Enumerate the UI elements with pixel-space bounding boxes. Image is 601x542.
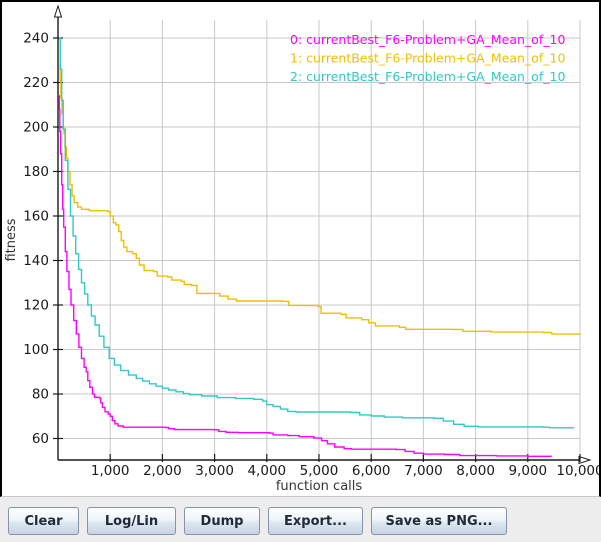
x-tick-label: 1,000 xyxy=(91,463,130,479)
x-tick-label: 8,000 xyxy=(456,463,495,479)
x-tick-label: 5,000 xyxy=(300,463,339,479)
fitness-chart: 60 80 100 120 140 160 180 200 220 240 1,000 2,000 3,… xyxy=(4,4,599,494)
y-tick-label: 80 xyxy=(32,387,49,403)
x-tick-label: 7,000 xyxy=(404,463,443,479)
series-2-line xyxy=(59,37,575,429)
legend-item-0: 0: currentBest_F6-Problem+GA_Mean_of_10 xyxy=(290,32,565,47)
y-axis-title: fitness xyxy=(4,218,19,261)
y-tick-label: 200 xyxy=(23,120,49,136)
x-tick-label: 10,000 xyxy=(556,463,599,479)
x-tick-label: 9,000 xyxy=(508,463,547,479)
x-tick-label: 2,000 xyxy=(143,463,182,479)
x-axis-title: function calls xyxy=(276,479,363,494)
export-button[interactable]: Export... xyxy=(268,507,363,535)
y-tick-label: 240 xyxy=(23,31,49,47)
y-tick-label: 60 xyxy=(32,431,49,447)
chart-panel: 60 80 100 120 140 160 180 200 220 240 1,000 2,000 3,… xyxy=(0,0,601,497)
x-axis-arrow-icon xyxy=(578,455,592,465)
y-tick-label: 100 xyxy=(23,342,49,358)
y-tick-label: 160 xyxy=(23,209,49,225)
y-tick-label: 220 xyxy=(23,75,49,91)
y-tick-label: 140 xyxy=(23,253,49,269)
dump-button[interactable]: Dump xyxy=(184,507,260,535)
y-tick-label: 180 xyxy=(23,164,49,180)
log-lin-button[interactable]: Log/Lin xyxy=(87,507,176,535)
x-tick-label: 4,000 xyxy=(247,463,286,479)
clear-button[interactable]: Clear xyxy=(8,507,79,535)
toolbar: Clear Log/Lin Dump Export... Save as PNG... xyxy=(0,497,601,542)
legend-item-2: 2: currentBest_F6-Problem+GA_Mean_of_10 xyxy=(290,69,565,84)
series-0-line xyxy=(58,95,552,457)
y-axis-arrow-icon xyxy=(53,4,63,18)
save-as-png-button[interactable]: Save as PNG... xyxy=(371,507,507,535)
legend-item-1: 1: currentBest_F6-Problem+GA_Mean_of_10 xyxy=(290,51,565,66)
x-tick-label: 3,000 xyxy=(195,463,234,479)
x-tick-label: 6,000 xyxy=(352,463,391,479)
y-tick-label: 120 xyxy=(23,298,49,314)
series-1-line xyxy=(59,64,581,335)
